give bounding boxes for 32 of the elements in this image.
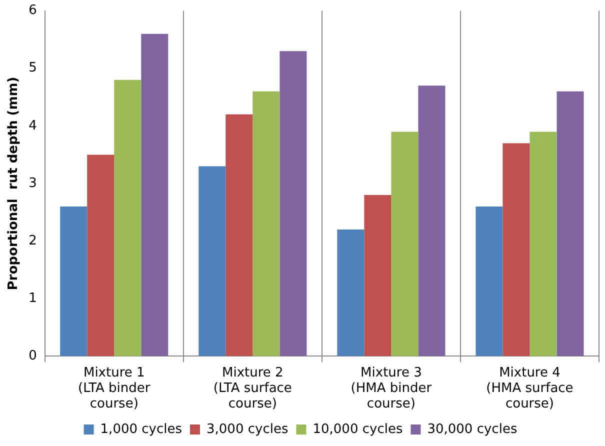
y-tick-label: 2 <box>28 233 37 248</box>
bar <box>60 206 88 356</box>
bar <box>502 143 530 356</box>
legend-label: 1,000 cycles <box>100 422 182 437</box>
y-tick-label: 3 <box>28 176 37 191</box>
legend-label: 30,000 cycles <box>427 422 518 437</box>
x-tick-label: Mixture 1 (LTA binder course) <box>78 365 151 412</box>
bar <box>364 195 392 356</box>
bar <box>114 80 142 356</box>
bar <box>226 114 253 356</box>
bar <box>418 86 446 356</box>
x-tick-label: Mixture 2 (LTA surface course) <box>213 365 292 412</box>
x-tick-label: Mixture 3 (HMA binder course) <box>350 365 432 412</box>
bar <box>141 34 168 356</box>
y-tick-label: 4 <box>28 118 37 134</box>
legend-label: 10,000 cycles <box>312 422 403 437</box>
x-tick-label: Mixture 4 (HMA surface course) <box>486 365 574 412</box>
bar <box>530 132 557 356</box>
bar <box>87 154 114 356</box>
bar <box>556 91 584 356</box>
bar <box>391 132 418 356</box>
y-axis-title: Proportional rut depth (mm) <box>6 76 22 290</box>
bar <box>198 166 226 356</box>
y-tick-label: 0 <box>28 348 37 364</box>
y-tick-label: 5 <box>28 60 37 76</box>
y-tick-label: 1 <box>28 291 37 306</box>
bar <box>337 230 364 356</box>
bar <box>252 91 280 356</box>
bar <box>476 206 503 356</box>
legend-label: 3,000 cycles <box>206 422 288 437</box>
y-tick-label: 6 <box>28 3 37 18</box>
bar <box>280 51 307 356</box>
